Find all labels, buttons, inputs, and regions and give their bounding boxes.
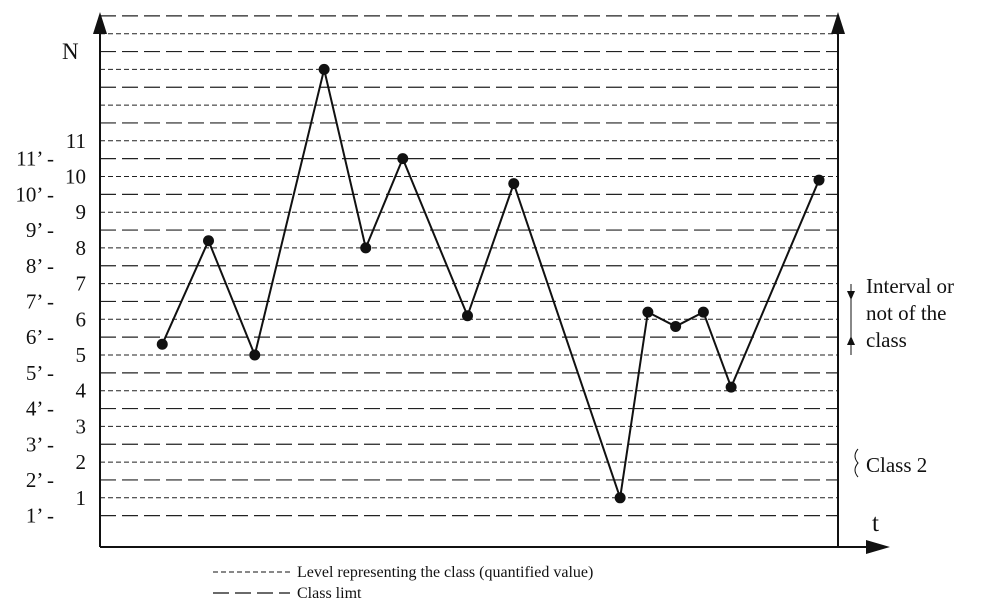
limit-tick-label: 9’ - — [26, 218, 54, 242]
class-tick-label: 11 — [66, 129, 86, 153]
class-tick-label: 8 — [76, 236, 87, 260]
data-point — [156, 338, 168, 350]
annotations: Interval or not of the class Class 2 — [847, 274, 954, 478]
y-axis-label: N — [62, 39, 79, 64]
data-point — [508, 178, 520, 190]
limit-tick-label: 5’ - — [26, 361, 54, 385]
data-point — [614, 492, 626, 504]
data-point — [670, 320, 682, 332]
class-tick-label: 1 — [76, 486, 87, 510]
interval-label-line2: not of the — [866, 301, 946, 325]
class-tick-label: 5 — [76, 343, 87, 367]
x-axis-label: t — [872, 510, 879, 537]
data-point — [813, 174, 825, 186]
interval-arrow-down — [847, 291, 855, 300]
class-label: Class 2 — [866, 453, 927, 477]
data-point — [725, 381, 737, 393]
interval-arrow-up — [847, 336, 855, 345]
class-tick-label: 9 — [76, 200, 87, 224]
axes: N t — [62, 12, 890, 554]
data-point — [203, 235, 214, 247]
class-tick-label: 4 — [76, 379, 87, 403]
y-axis-left-arrow — [93, 12, 107, 34]
limit-tick-label: 4’ - — [26, 397, 54, 421]
limit-tick-label: 2’ - — [26, 468, 54, 492]
class-tick-label: 6 — [76, 307, 87, 331]
class-tick-labels: 1 2 3 4 5 6 7 8 9 10 11 — [65, 129, 87, 510]
limit-tick-label: 1’ - — [26, 504, 54, 528]
limit-tick-label: 10’ - — [15, 182, 54, 206]
limit-tick-label: 11’ - — [16, 147, 54, 171]
class-tick-label: 10 — [65, 165, 86, 189]
y-axis-right-arrow — [831, 12, 845, 34]
class-tick-label: 2 — [76, 450, 87, 474]
interval-label-line3: class — [866, 328, 907, 352]
x-axis-arrow — [866, 540, 890, 554]
class-tick-label: 3 — [76, 414, 87, 438]
data-point — [249, 349, 261, 361]
series — [156, 63, 825, 504]
data-point — [397, 153, 409, 165]
data-point — [462, 310, 473, 322]
limit-tick-labels: 1’ - 2’ - 3’ - 4’ - 5’ - 6’ - 7’ - 8’ - 9’ - 10’ … — [15, 147, 54, 528]
legend: Level representing the class (quantified… — [213, 564, 593, 602]
limit-tick-label: 3’ - — [26, 432, 54, 456]
limit-tick-label: 8’ - — [26, 254, 54, 278]
legend-level-label: Level representing the class (quantified… — [297, 564, 593, 581]
data-point — [697, 306, 709, 318]
data-point — [360, 242, 372, 254]
data-point — [642, 306, 654, 318]
limit-tick-label: 6’ - — [26, 325, 54, 349]
limit-tick-label: 7’ - — [26, 289, 54, 313]
grid-lines — [100, 15, 838, 517]
class-brace — [854, 448, 859, 478]
data-point — [318, 63, 330, 75]
legend-limit-label: Class limt — [297, 585, 362, 602]
class-tick-label: 7 — [76, 272, 87, 296]
interval-label-line1: Interval or — [866, 274, 954, 298]
